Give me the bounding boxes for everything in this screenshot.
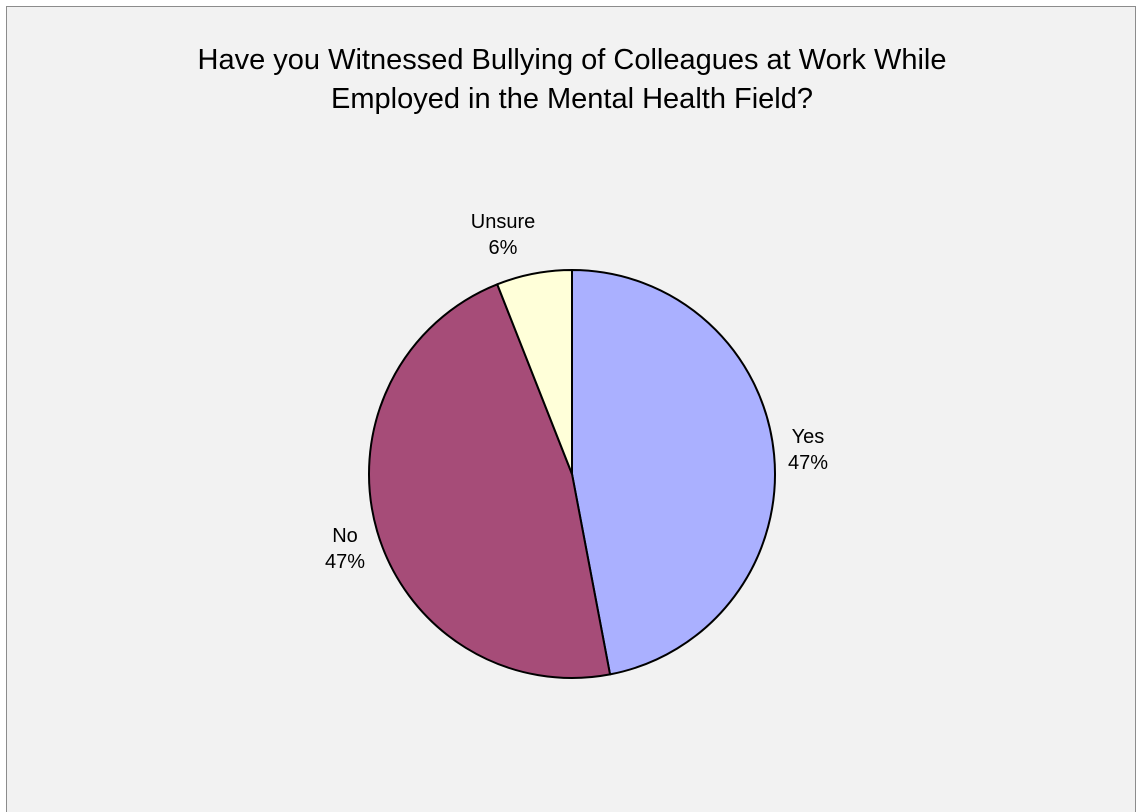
slice-value-label: 47% [788,452,828,474]
slice-label-yes: Yes 47% [788,426,828,474]
pie-slice-yes [571,269,776,676]
slice-category-label: Unsure [471,211,535,233]
chart-title-line-2: Employed in the Mental Health Field? [331,83,813,115]
slice-label-unsure: Unsure 6% [471,211,535,259]
slice-value-label: 6% [489,237,518,259]
slice-label-no: No 47% [325,525,365,573]
pie-slices [368,269,776,679]
chart-title: Have you Witnessed Bullying of Colleague… [7,41,1137,119]
pie-labels: Yes 47% No 47% Unsure 6% [325,211,828,573]
slice-value-label: 47% [325,551,365,573]
pie-slice-unsure [496,269,573,475]
chart-title-line-1: Have you Witnessed Bullying of Colleague… [197,44,947,76]
slice-category-label: Yes [792,426,825,448]
slice-category-label: No [332,525,358,547]
pie-slice-no [368,283,612,679]
